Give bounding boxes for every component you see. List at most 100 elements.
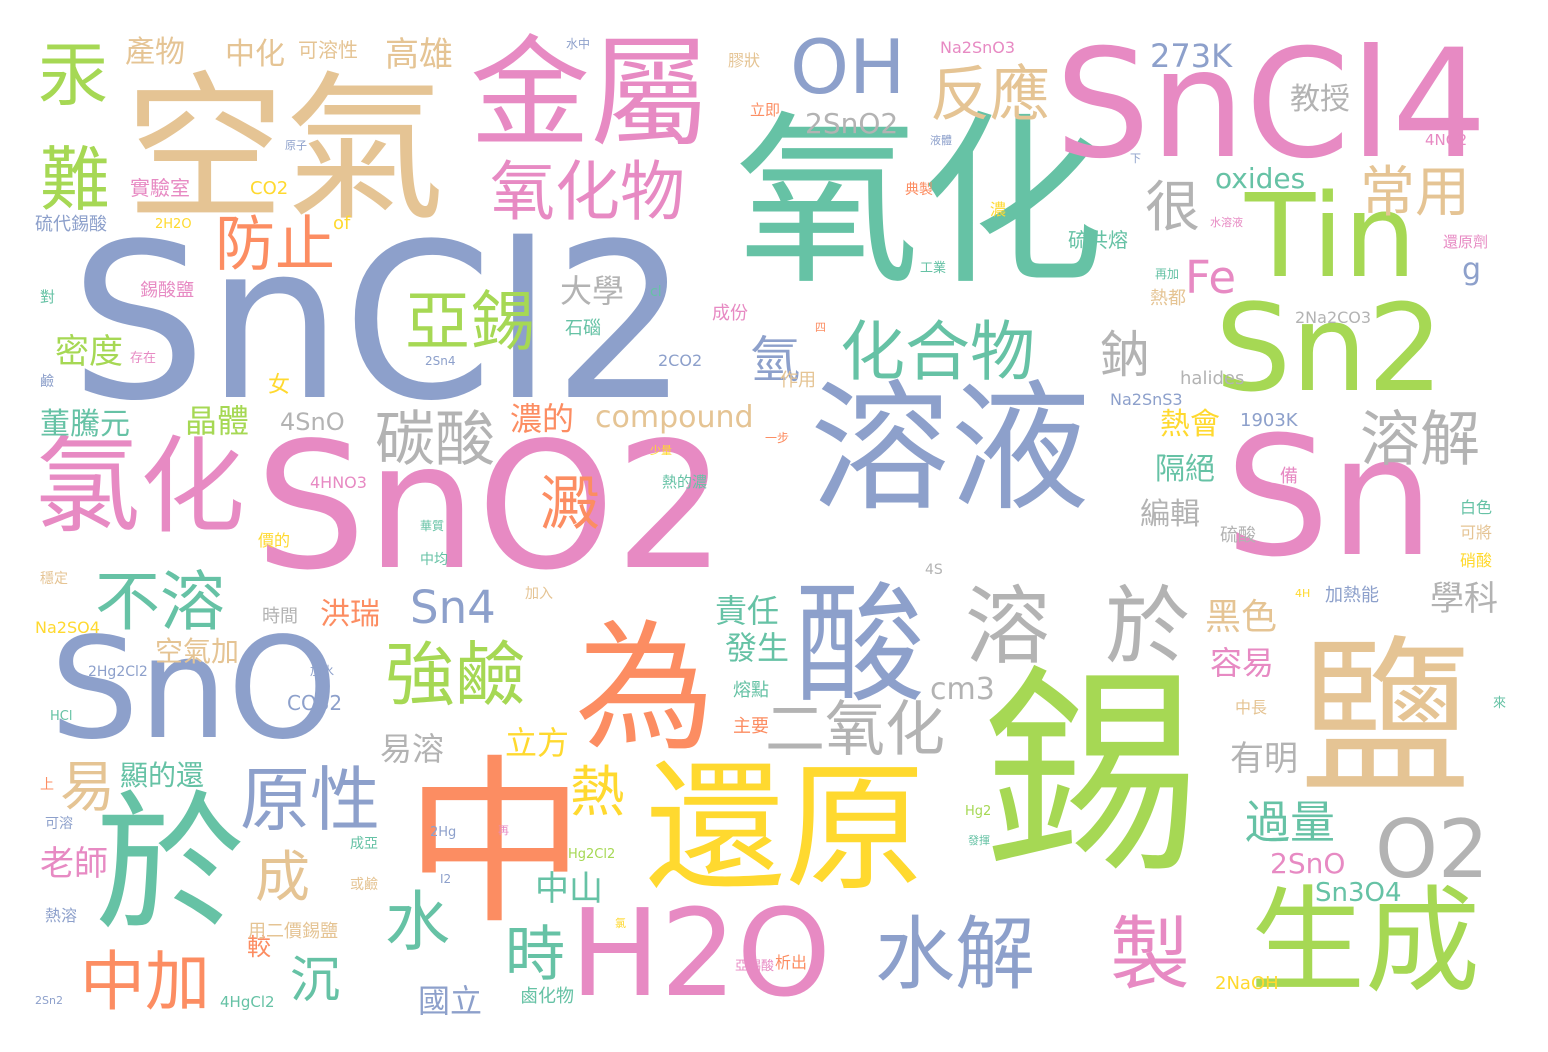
word-co2: CO2 [250,178,289,199]
word-female: 女 [268,373,291,398]
word-sn: Sn [1225,401,1435,593]
word-sn2: Sn2 [1215,280,1444,419]
word-obvious-reduce: 顯的還 [120,759,205,792]
word-professor: 教授 [1290,82,1350,117]
word-add-water: 加水 [310,664,335,678]
word-density: 密度 [55,332,123,372]
word-o2: O2 [1375,803,1489,896]
word-middle: 中 [405,740,586,949]
word-sodium: 鈉 [1100,326,1150,384]
word-or-base: 或鹼 [350,877,378,893]
word-national: 國立 [418,982,483,1020]
word-aqueous: 水溶液 [1210,216,1243,229]
word-generate: 生成 [1250,875,1481,1009]
word-duration: 時間 [262,606,298,627]
word-tin: 錫 [980,647,1201,903]
word-neutralize: 中化 [225,37,285,72]
word-soluble: 可溶性 [298,38,358,62]
word-up: 上 [40,777,54,793]
word-reducing: 原性 [240,759,380,841]
word-component: 成份 [712,303,748,324]
word-function: 作用 [780,370,816,391]
word-zhongshan: 中山 [535,869,603,909]
word-na2so4: Na2SO4 [35,618,100,637]
word-halide: 鹵化物 [520,986,574,1007]
word-sno2: SnO2 [255,406,727,609]
word-cl: cl [650,284,662,300]
word-uniform: 中均 [420,552,448,568]
word-base-small: 鹼 [40,374,54,390]
word-salt: 鹽 [1300,621,1471,819]
word-chlorine-small: 氯 [615,917,626,930]
word-crystal: 晶體 [185,402,250,440]
word-pair: 對 [40,288,56,306]
word-4sno: 4SnO [280,408,345,436]
word-sn4: Sn4 [410,581,496,634]
word-273k: 273K [1150,37,1233,75]
word-oxide: 氧化物 [490,155,686,230]
word-colloidal: 膠狀 [728,51,761,70]
word-common: 常用 [1360,160,1471,224]
word-immediately: 立即 [750,101,781,119]
word-compare: 較 [247,933,271,961]
word-oh: OH [790,23,906,111]
word-soluble-2: 可溶 [45,816,73,832]
word-2na2co3: 2Na2CO3 [1295,308,1372,327]
word-product: 產物 [125,35,185,70]
word-of: of [333,213,351,234]
word-precip: 澱 [540,470,600,540]
word-is: 為 [575,608,716,771]
word-hydrogen: 氫 [750,331,800,389]
word-air: 空氣 [125,56,446,243]
word-concentrated: 濃的 [510,400,575,438]
word-quality: 華質 [420,519,445,533]
word-na2sns3: Na2SnS3 [1110,390,1183,409]
word-dissolve: 溶 [965,578,1051,677]
word-in-water: 水中 [566,37,591,51]
word-hot-conc: 熱的濃 [662,473,708,491]
word-grow: 中長 [1235,698,1268,717]
word-g: g [1462,252,1482,287]
word-oxidation: 氧化 [735,94,1105,310]
word-sno: SnO [50,608,338,771]
word-volatilize: 發揮 [968,834,990,847]
word-2hg2cl2: 2Hg2Cl2 [88,664,148,680]
word-white: 白色 [1460,498,1493,517]
word-compound: 化合物 [840,315,1036,390]
word-sulfur-fuse: 硫共熔 [1068,228,1128,252]
word-sncl4: SnCl4 [1055,18,1488,192]
word-sulfuric: 硫酸 [1220,525,1256,546]
word-hg2: Hg2 [965,804,992,819]
word-metal: 金屬 [470,25,710,164]
word-come: 來 [1493,696,1507,711]
word-heat-can: 加熱能 [1325,585,1379,606]
word-4hgcl2: 4HgCl2 [220,993,275,1011]
word-nitric: 硝酸 [1460,551,1493,570]
word-water: 水 [385,885,451,960]
word-4s: 4S [925,562,943,578]
word-atom: 原子 [285,139,307,152]
word-easily: 容易 [1210,644,1275,682]
word-dong: 董騰元 [40,407,130,442]
word-prepare-2: 備 [1280,466,1298,487]
word-occur: 發生 [725,629,790,667]
word-1903k: 1903K [1240,410,1298,431]
word-stannate-salt: 錫酸鹽 [140,280,194,301]
word-hydrolysis: 水解 [875,908,1035,1001]
word-halides: halides [1180,368,1245,389]
word-2sn4: 2Sn4 [425,354,456,368]
word-compound-en: compound [595,400,754,435]
word-reductant: 還原劑 [1443,233,1489,251]
word-divalent-salt: 用二價錫鹽 [248,921,338,942]
word-4h: 4H [1295,587,1311,600]
word-4hno3: 4HNO3 [310,473,367,492]
word-heat-all: 熱都 [1150,288,1186,309]
word-2sno2: 2SnO2 [805,107,899,140]
word-conc-small: 濃 [990,200,1007,219]
word-i2: I2 [440,872,452,886]
word-hong: 洪瑞 [320,597,380,632]
word-stable: 穩定 [40,571,68,587]
word-main: 主要 [733,716,769,737]
word-reaction: 反應 [930,60,1050,130]
word-2hg: 2Hg [430,825,457,840]
